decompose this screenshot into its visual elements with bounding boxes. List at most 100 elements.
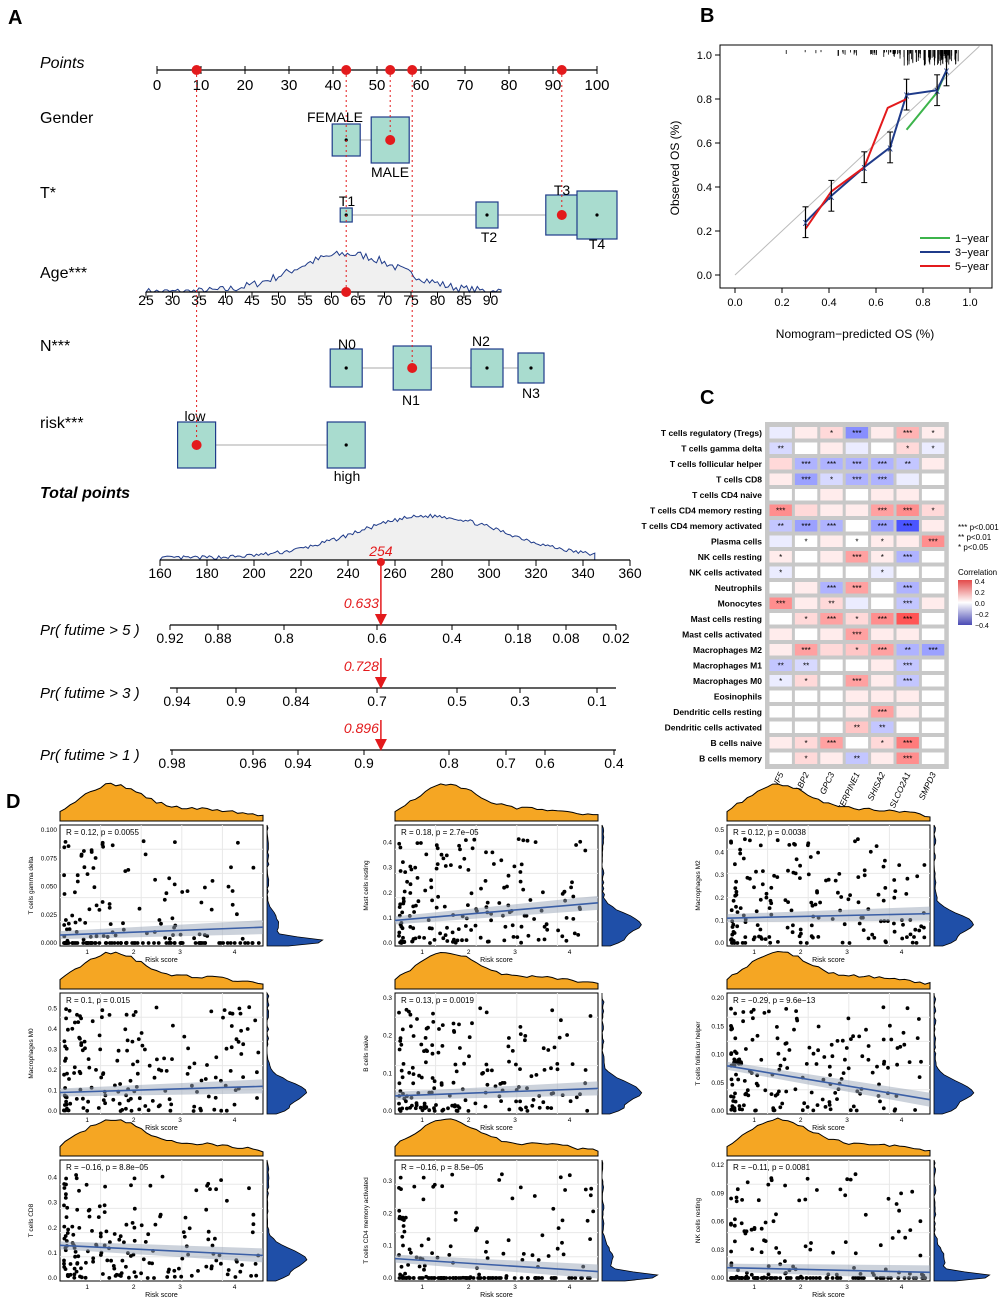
data-point — [409, 1024, 413, 1029]
data-point — [419, 1042, 424, 1047]
data-point — [187, 1226, 192, 1231]
heatmap-star: ** — [803, 661, 809, 670]
heatmap-cell — [794, 675, 818, 687]
x-tick-label: 1 — [752, 1117, 756, 1124]
data-point — [206, 1237, 211, 1242]
data-point — [229, 865, 233, 870]
data-point — [84, 1182, 89, 1187]
data-point — [139, 1031, 144, 1035]
data-point — [814, 1062, 819, 1066]
heatmap-star: *** — [903, 615, 912, 624]
data-point — [83, 921, 88, 925]
data-point — [843, 1240, 848, 1244]
heatmap-star: * — [932, 444, 935, 453]
fit-line — [726, 1065, 931, 1101]
data-point — [507, 1036, 511, 1040]
data-point — [512, 864, 517, 869]
heatmap-cell — [921, 659, 945, 671]
data-point — [180, 890, 185, 894]
data-point — [510, 1196, 515, 1201]
data-point — [162, 1056, 167, 1061]
data-point — [141, 1257, 146, 1262]
total-tick-label: 340 — [571, 565, 595, 581]
y-tick-label: 0.0 — [48, 1275, 57, 1282]
y-tick-label: 0.100 — [41, 827, 58, 834]
data-point — [853, 1172, 858, 1177]
heatmap-row-label: Plasma cells — [711, 536, 762, 546]
prob-arrow-head — [374, 677, 387, 689]
age-tick-label: 90 — [483, 292, 499, 308]
heatmap-cell — [769, 473, 792, 485]
data-point — [460, 938, 464, 943]
data-point — [118, 1234, 123, 1239]
data-point — [748, 876, 752, 881]
correlation-annotation: R = −0.16, p = 8.8e−05 — [66, 1163, 149, 1172]
data-point — [851, 1104, 856, 1109]
data-point — [401, 860, 405, 864]
prob-tick-label: 0.8 — [274, 630, 294, 646]
heatmap-row-label: Eosinophils — [714, 691, 762, 701]
data-point — [866, 936, 871, 941]
data-point — [729, 1222, 733, 1227]
data-point — [555, 1246, 560, 1251]
data-point — [809, 1241, 813, 1245]
data-point — [758, 897, 763, 902]
data-point — [97, 1033, 102, 1038]
data-point — [167, 937, 172, 941]
age-tick-label: 80 — [430, 292, 446, 308]
heatmap-cell — [896, 675, 919, 687]
heatmap-cell — [871, 473, 894, 485]
top-density — [726, 950, 931, 990]
data-point — [118, 1109, 123, 1113]
right-density — [933, 992, 975, 1115]
data-point — [811, 1276, 816, 1280]
data-point — [589, 1186, 594, 1191]
data-point — [413, 865, 418, 870]
data-point — [213, 1236, 217, 1241]
y-tick-label: 0.5 — [48, 1005, 57, 1012]
data-point — [800, 1108, 805, 1113]
heatmap-star: * — [830, 429, 833, 438]
data-point — [417, 1264, 422, 1269]
heatmap-cell — [896, 659, 919, 671]
data-point — [729, 1196, 733, 1201]
data-point — [731, 1095, 736, 1099]
data-point — [397, 1081, 402, 1086]
data-point — [143, 1104, 148, 1108]
data-point — [764, 895, 769, 900]
data-point — [507, 1059, 511, 1064]
data-point — [107, 902, 112, 906]
right-density — [266, 1159, 308, 1282]
data-point — [205, 1063, 209, 1067]
data-point — [413, 1106, 418, 1111]
data-point — [835, 1097, 839, 1101]
data-point — [426, 1237, 431, 1241]
heatmap-cell — [794, 613, 818, 625]
data-point — [808, 855, 813, 859]
data-point — [403, 1276, 407, 1280]
heatmap-cell — [820, 675, 843, 687]
heatmap-cell — [871, 644, 894, 656]
data-point — [521, 887, 526, 892]
heatmap-star: *** — [776, 506, 785, 515]
data-point — [450, 930, 455, 935]
data-point — [740, 1107, 744, 1112]
data-point — [868, 849, 873, 854]
heatmap-star: * — [932, 429, 935, 438]
scatter-subplot: R = −0.16, p = 8.8e−050.00.10.20.30.41 2 3… — [28, 1119, 308, 1299]
data-point — [754, 1108, 758, 1113]
data-point — [806, 872, 811, 877]
heatmap-cell — [921, 535, 945, 547]
data-point — [409, 867, 414, 872]
data-point — [568, 1099, 573, 1104]
data-point — [238, 1269, 243, 1274]
data-point — [778, 1276, 783, 1280]
heatmap-cell — [845, 427, 869, 439]
x-tick-label: 2 — [132, 1284, 136, 1291]
correlation-annotation: R = −0.16, p = 8.5e−05 — [401, 1163, 484, 1172]
data-point — [237, 1006, 242, 1011]
data-point — [132, 1225, 137, 1230]
data-point — [172, 1274, 177, 1279]
data-point — [518, 1099, 522, 1104]
data-point — [414, 1101, 419, 1105]
